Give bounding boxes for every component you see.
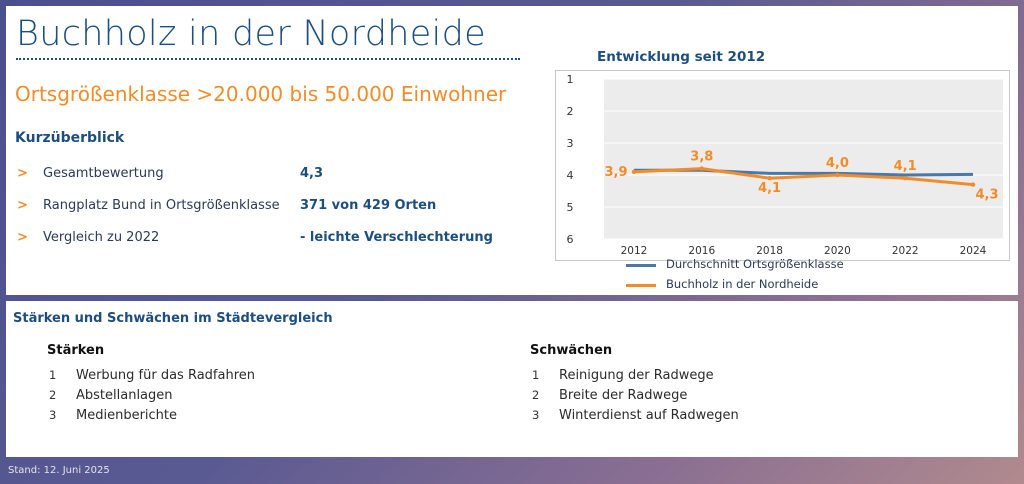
item-number: 1 <box>49 368 57 382</box>
kpi-value: 4,3 <box>300 166 324 181</box>
x-tick-label: 2012 <box>621 245 648 257</box>
section-heading: Stärken und Schwächen im Städtevergleich <box>13 311 333 326</box>
data-label: 4,1 <box>758 181 781 196</box>
item-label: Medienberichte <box>76 408 178 423</box>
data-label: 4,0 <box>826 156 849 171</box>
list-item: 3 Winterdienst auf Radwegen <box>532 408 952 426</box>
y-tick-label: 1 <box>567 73 574 86</box>
data-point <box>767 176 772 181</box>
kpi-row-overall: > Gesamtbewertung 4,3 <box>15 166 535 186</box>
legend-label: Buchholz in der Nordheide <box>666 277 819 291</box>
data-point <box>903 176 908 181</box>
series-line <box>633 167 974 187</box>
kpi-label: Rangplatz Bund in Ortsgrößenklasse <box>43 198 280 213</box>
list-item: 2 Breite der Radwege <box>532 388 952 406</box>
item-number: 1 <box>532 368 540 382</box>
item-label: Abstellanlagen <box>76 388 173 403</box>
data-point <box>699 166 704 171</box>
title-underline <box>16 58 520 60</box>
data-label: 3,8 <box>690 150 713 165</box>
item-label: Breite der Radwege <box>559 388 688 403</box>
list-item: 1 Reinigung der Radwege <box>532 368 952 386</box>
data-point <box>970 182 976 187</box>
page-title: Buchholz in der Nordheide <box>16 14 486 54</box>
item-number: 2 <box>49 388 57 402</box>
weaknesses-heading: Schwächen <box>530 343 613 358</box>
data-point <box>631 169 637 174</box>
kpi-row-comparison: > Vergleich zu 2022 - leichte Verschlech… <box>15 230 535 250</box>
data-label: 3,9 <box>604 165 627 180</box>
chevron-right-icon: > <box>17 198 28 213</box>
y-tick-label: 5 <box>567 201 574 214</box>
legend-label: Durchschnitt Ortsgrößenklasse <box>666 257 844 271</box>
line-chart: 1 2 3 4 5 6 2012 2016 2018 2020 2022 2024 3,9 3,8 4,1 4… <box>555 70 1010 261</box>
kpi-label: Vergleich zu 2022 <box>43 230 160 245</box>
list-item: 2 Abstellanlagen <box>49 388 469 406</box>
legend-item-average: Durchschnitt Ortsgrößenklasse <box>626 257 1006 275</box>
chevron-right-icon: > <box>17 166 28 181</box>
legend-item-city: Buchholz in der Nordheide <box>626 277 1006 295</box>
x-tick-label: 2016 <box>688 245 715 257</box>
x-tick-label: 2022 <box>892 245 919 257</box>
footer-date: Stand: 12. Juni 2025 <box>8 465 110 476</box>
item-number: 3 <box>49 408 57 422</box>
x-tick-label: 2018 <box>756 245 783 257</box>
strengths-weaknesses-panel: Stärken und Schwächen im Städtevergleich… <box>6 301 1018 457</box>
list-item: 3 Medienberichte <box>49 408 469 426</box>
size-class-subtitle: Ortsgrößenklasse >20.000 bis 50.000 Einw… <box>15 82 507 106</box>
item-label: Werbung für das Radfahren <box>76 368 256 383</box>
item-label: Winterdienst auf Radwegen <box>559 408 739 423</box>
y-tick-label: 3 <box>567 137 574 150</box>
chevron-right-icon: > <box>17 230 28 245</box>
item-number: 2 <box>532 388 540 402</box>
y-tick-label: 4 <box>567 169 574 182</box>
kpi-value: 371 von 429 Orten <box>300 198 437 213</box>
y-tick-label: 2 <box>567 105 574 118</box>
data-label: 4,1 <box>894 159 917 174</box>
y-tick-label: 6 <box>567 233 574 246</box>
item-label: Reinigung der Radwege <box>559 368 714 383</box>
kpi-value: - leichte Verschlechterung <box>300 230 493 245</box>
strengths-heading: Stärken <box>47 343 105 358</box>
item-number: 3 <box>532 408 540 422</box>
x-tick-label: 2020 <box>824 245 851 257</box>
kpi-label: Gesamtbewertung <box>43 166 164 181</box>
legend-swatch <box>626 264 656 267</box>
kpi-row-rank: > Rangplatz Bund in Ortsgrößenklasse 371… <box>15 198 535 218</box>
legend-swatch <box>626 284 656 287</box>
chart-title: Entwicklung seit 2012 <box>597 49 766 65</box>
summary-panel: Buchholz in der Nordheide Ortsgrößenklas… <box>6 6 1018 295</box>
data-point <box>835 172 840 178</box>
data-label: 4,3 <box>975 188 998 203</box>
list-item: 1 Werbung für das Radfahren <box>49 368 469 386</box>
plot-area <box>604 79 1003 239</box>
x-tick-label: 2024 <box>960 245 987 257</box>
overview-heading: Kurzüberblick <box>15 130 125 146</box>
chart-canvas: 1 2 3 4 5 6 2012 2016 2018 2020 2022 2024 3,9 3,8 4,1 4… <box>567 73 1003 257</box>
